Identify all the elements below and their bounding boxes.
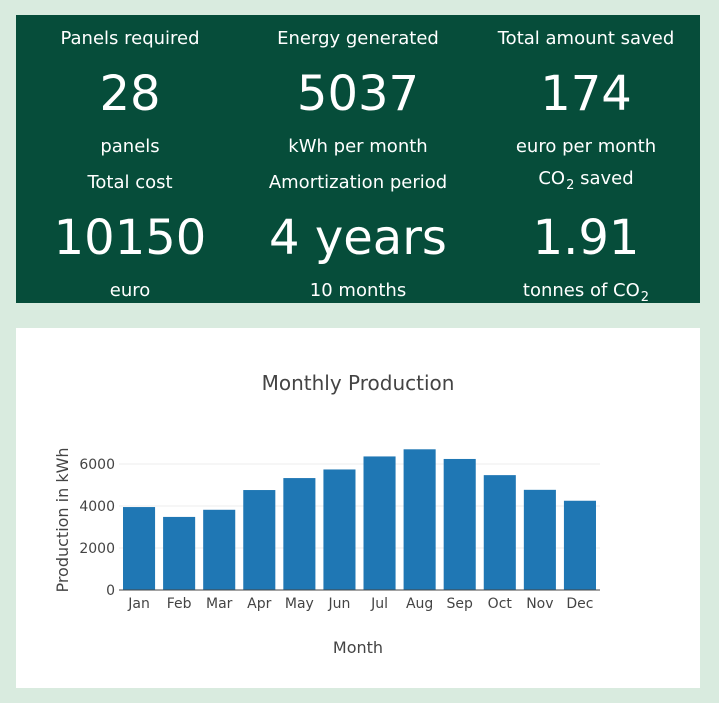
bar-may[interactable] — [283, 478, 316, 590]
bar-sep[interactable] — [443, 458, 476, 590]
monthly-production-chart: 0 2000 4000 6000 Jan Feb Mar Apr May Jun Jul Aug Se… — [53, 371, 600, 657]
stat-co2-saved: CO2 saved 1.91 tonnes of CO2 — [472, 168, 700, 305]
stat-unit: kWh per month — [288, 136, 428, 157]
x-tick-label-nov: Nov — [526, 596, 553, 612]
y-tick-label: 6000 — [79, 457, 115, 473]
stat-value: 10150 — [53, 210, 207, 266]
x-tick-label-may: May — [285, 596, 314, 612]
x-tick-label-aug: Aug — [406, 596, 433, 612]
x-tick-label-apr: Apr — [247, 596, 271, 612]
co2-label-subscript: 2 — [566, 178, 575, 193]
co2-unit-subscript: 2 — [640, 290, 650, 305]
x-tick-label-jan: Jan — [127, 596, 150, 612]
stat-value: 5037 — [296, 66, 420, 122]
stat-panels-required: Panels required 28 panels — [16, 28, 244, 158]
bar-mar[interactable] — [203, 509, 236, 590]
stat-label: Panels required — [60, 28, 200, 49]
stat-label: Amortization period — [268, 172, 448, 193]
y-tick-label: 0 — [106, 583, 115, 599]
stat-value: 174 — [540, 66, 632, 122]
y-tick-label: 2000 — [79, 541, 115, 557]
co2-unit-prefix: tonnes of CO — [522, 280, 640, 301]
stat-unit: panels — [100, 136, 160, 157]
bar-dec[interactable] — [563, 500, 596, 590]
bar-feb[interactable] — [163, 516, 196, 590]
x-tick-label-oct: Oct — [488, 596, 513, 612]
stat-unit: euro — [109, 280, 151, 301]
stat-label: Energy generated — [277, 28, 439, 49]
x-tick-label-jun: Jun — [328, 596, 351, 612]
x-tick-label-dec: Dec — [566, 596, 593, 612]
x-tick-label-sep: Sep — [447, 596, 474, 612]
stat-label: Total cost — [87, 172, 173, 193]
co2-label-suffix: saved — [574, 168, 634, 189]
stat-value: 4 years — [269, 210, 447, 266]
gridlines — [119, 463, 600, 549]
stat-value: 28 — [99, 66, 161, 122]
stat-value: 1.91 — [532, 210, 640, 266]
bar-oct[interactable] — [483, 475, 516, 590]
bar-nov[interactable] — [523, 489, 556, 590]
stat-total-cost: Total cost 10150 euro — [16, 172, 244, 302]
chart-title: Monthly Production — [262, 371, 455, 395]
y-tick-labels: 0 2000 4000 6000 — [79, 457, 115, 599]
bar-jan[interactable] — [123, 507, 156, 590]
bar-jul[interactable] — [363, 456, 396, 590]
bar-jun[interactable] — [323, 469, 356, 590]
x-tick-labels: Jan Feb Mar Apr May Jun Jul Aug Sep Oct Nov Dec — [127, 596, 593, 612]
x-tick-label-feb: Feb — [167, 596, 192, 612]
stat-energy-generated: Energy generated 5037 kWh per month — [244, 28, 472, 158]
stat-unit: 10 months — [309, 280, 407, 301]
bars — [123, 449, 596, 590]
y-axis-title: Production in kWh — [53, 447, 72, 592]
x-axis-title: Month — [333, 638, 383, 657]
stat-unit: euro per month — [515, 136, 657, 157]
stat-label: Total amount saved — [497, 28, 675, 49]
stat-label: CO2 saved — [472, 168, 700, 193]
y-tick-label: 4000 — [79, 499, 115, 515]
monthly-production-chart-card: 0 2000 4000 6000 Jan Feb Mar Apr May Jun Jul Aug Se… — [16, 328, 700, 688]
results-summary-panel: Panels required 28 panels Energy generat… — [16, 15, 700, 305]
x-tick-label-jul: Jul — [370, 596, 388, 612]
stat-unit: tonnes of CO2 — [472, 280, 700, 305]
stat-total-amount-saved: Total amount saved 174 euro per month — [472, 28, 700, 158]
bar-aug[interactable] — [403, 449, 436, 590]
co2-label-prefix: CO — [538, 168, 566, 189]
stat-amortization-period: Amortization period 4 years 10 months — [244, 172, 472, 302]
x-tick-label-mar: Mar — [206, 596, 233, 612]
bar-apr[interactable] — [243, 490, 276, 590]
